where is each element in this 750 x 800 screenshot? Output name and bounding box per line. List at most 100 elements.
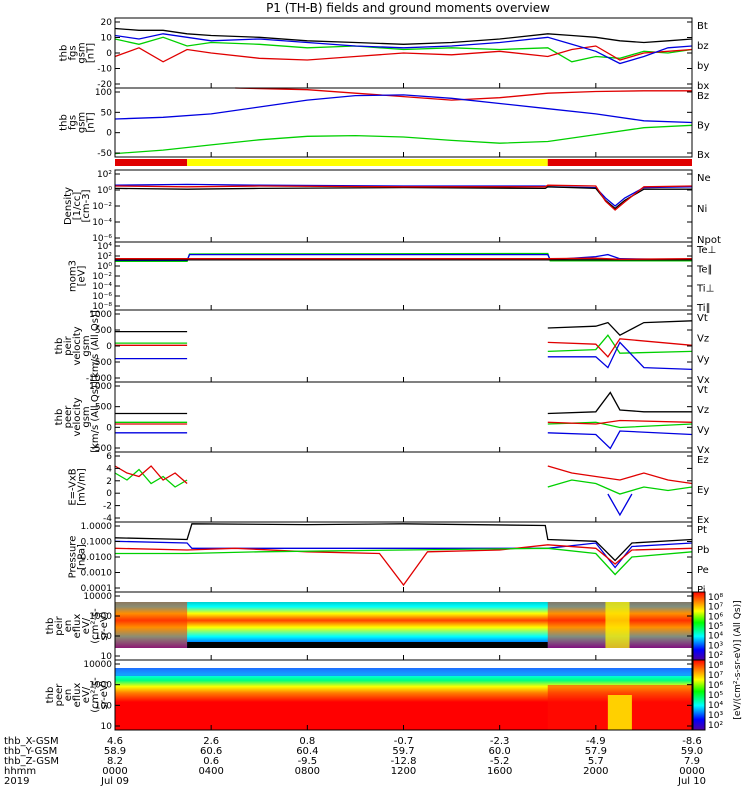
y-axis-label-line: [nPa] [77,544,88,570]
y-axis-label-line: velocity [72,326,83,365]
x-row-value: 7.9 [684,756,700,767]
y-axis-label-line: gsm [81,335,92,356]
legend-Bx: Bx [697,150,710,161]
series-p5-6 [547,338,693,358]
x-row-value: 58.9 [104,746,126,757]
y-tick-label: 100 [95,88,112,98]
legend-Ni: Ni [697,204,707,215]
spectrogram-top-band [115,668,692,676]
legend-Vx: Vx [697,445,710,456]
panel-p7: 6 4 2 0 -2 -4 E=-VxB[mV/m] Ez Ey Ex [68,451,709,526]
y-tick-label: 20 [101,18,113,28]
x-row-value: 59.0 [681,746,703,757]
y-axis-label: thbfgsgsm[nT] [59,112,97,133]
y-tick-label: -500 [92,358,113,368]
series-p7-3 [547,465,693,485]
y-axis-label-line: peir [63,335,74,355]
y-tick-label: 10⁻⁶ [92,234,112,244]
panels: 20100-10-20thbfgsgsm[nT]Btbzbybx100500-5… [45,17,721,732]
date-label: Jul 10 [677,776,706,787]
panel-p8: 1.00000.10000.01000.00100.0001Pressure[n… [68,521,709,596]
series-p6-4 [547,391,692,415]
y-tick-label: 1000 [89,382,112,392]
y-axis-label-line: mom3 [68,260,79,292]
y-axis-label: E=-VxB[mV/m] [68,468,88,506]
panel-frame [114,521,693,593]
y-axis-label: Density[1/cc][cm-3] [63,187,92,225]
legend-bz: bz [697,41,709,52]
panel-p9: 10000 1000 100 10 thbpeirenefluxeV/(cm²-s-sr… [45,591,693,662]
y-tick-label: 100 [95,632,112,642]
colorbar-tick: 10⁵ [708,622,723,632]
x-row-value: -5.2 [490,756,510,767]
legend-Vy: Vy [697,425,710,436]
y-axis-label-line: [eV] [77,266,88,287]
y-axis-label-line: sr-eV) [99,680,110,709]
colorbar-1 [692,659,706,731]
y-tick-label: 500 [95,326,112,336]
y-tick-label: 10⁻² [92,202,112,212]
y-axis-label-line: E=-VxB [68,468,79,505]
panel-p1: 20 10 0 -10 -20 thbfgsgsm[nT] Bt bz by bx [59,17,709,92]
legend-bx: bx [697,81,709,92]
legend-Pt: Pt [697,525,707,536]
y-axis-label: thbpeervelocitygsm[km/s (All Qs)] [54,381,101,453]
x-row-value: 2000 [583,766,608,777]
colorbar-tick: 10⁷ [708,671,723,681]
colorbars: 10⁸10⁷10⁶10⁵10⁴10³10²10⁸10⁷10⁶10⁵10⁴10³1… [692,591,743,731]
panel-frame [114,381,693,453]
series-p6-7 [547,430,693,450]
x-row-value: 0.8 [299,736,315,747]
x-row-label-1: thb_Y-GSM [4,746,57,757]
x-row-value: 4.6 [107,736,123,747]
y-axis-label-line: thb [54,409,65,426]
y-axis-label: thbpeirenefluxeV/(cm²-s-sr-eV) [45,608,110,644]
colorbar-tick: 10⁵ [708,691,723,701]
legend-Bz: Bz [697,91,709,102]
y-tick-label: 100 [95,701,112,711]
panel-frame [114,241,693,311]
series-p8-0 [114,523,693,562]
y-axis-label-line: [km/s (All Qs)] [90,310,101,382]
series-p3-1 [114,186,692,210]
y-axis-label-line: eflux [72,683,83,708]
legend-By: By [697,121,710,132]
y-axis-label: Pressure[nPa] [68,536,88,579]
mode-segment-1 [187,159,548,166]
colorbar-tick: 10⁴ [708,632,723,642]
series-p5-7 [547,341,693,371]
legend-Pi: Pi [697,585,706,596]
plot-title: P1 (TH-B) fields and ground moments over… [266,1,550,15]
y-axis-label: thbpeirvelocitygsm[km/s (All Qs)] [54,310,101,382]
panel-p10: 10000 1000 100 10 thbpeerenefluxeV/(cm²-s-sr… [45,659,693,732]
colorbar-tick: 10⁸ [708,593,723,603]
y-tick-label: -10 [97,65,112,75]
x-row-value: 1600 [487,766,512,777]
x-row-value: 8.2 [107,756,123,767]
legend-Bt: Bt [697,21,708,32]
y-tick-label: 0 [106,129,112,139]
x-row-label-2: thb_Z-GSM [4,756,59,767]
x-row-value: -8.6 [682,736,702,747]
y-axis-label-line: thb [45,687,56,704]
legend-Pb: Pb [697,545,709,556]
x-row-label-0: thb_X-GSM [4,736,59,747]
legend-Vz: Vz [697,334,709,345]
series-p8-3 [115,547,693,576]
x-row-value: -2.3 [490,736,510,747]
series-p8-1 [114,540,693,569]
y-tick-label: 4 [106,464,112,474]
y-tick-label: 10000 [83,592,112,602]
y-tick-label: 0.1000 [81,538,113,548]
x-row-value: 57.9 [585,746,607,757]
series-p7-2 [547,479,693,495]
y-axis-label-line: sr-eV) [99,611,110,640]
spectrogram-yellow-block [607,695,632,730]
legend-Te∥: Te∥ [696,264,713,275]
y-tick-label: 10 [101,34,113,44]
mode-segment-2 [547,159,692,166]
y-tick-label: -50 [97,149,112,159]
colorbar-tick: 10³ [708,711,723,721]
y-axis-label-line: peir [54,615,65,635]
y-tick-label: 0.0100 [81,553,113,563]
